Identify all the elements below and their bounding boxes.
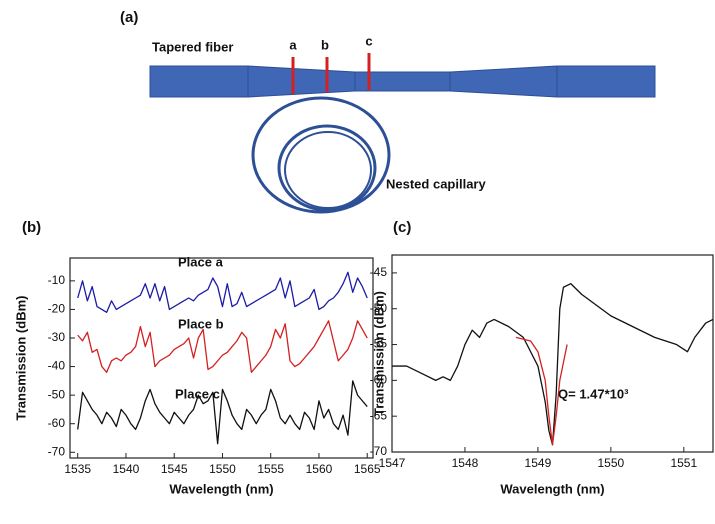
plot-frame bbox=[69, 257, 374, 459]
y-tick-label: -40 bbox=[48, 359, 66, 373]
y-tick-label: -50 bbox=[370, 301, 388, 315]
data-line bbox=[77, 380, 368, 445]
tapered-fiber bbox=[149, 65, 656, 98]
y-tick-label: -50 bbox=[48, 387, 66, 401]
capillary-label: Nested capillary bbox=[386, 176, 486, 191]
y-tick-label: -45 bbox=[370, 265, 388, 279]
y-axis-title: Transmission (dBm) bbox=[371, 291, 386, 416]
y-tick-label: -20 bbox=[48, 302, 66, 316]
y-tick-label: -65 bbox=[370, 408, 388, 422]
y-tick-label: -70 bbox=[370, 444, 388, 458]
annotation: Place c bbox=[175, 386, 220, 401]
x-tick-label: 1550 bbox=[598, 456, 625, 470]
y-tick-label: -60 bbox=[370, 373, 388, 387]
x-tick-label: 1540 bbox=[113, 462, 140, 476]
position-label: b bbox=[321, 37, 329, 52]
y-tick-label: -70 bbox=[48, 444, 66, 458]
data-line bbox=[392, 283, 714, 446]
x-tick-label: 1550 bbox=[209, 462, 236, 476]
x-tick-label: 1549 bbox=[525, 456, 552, 470]
plot-frame bbox=[391, 254, 714, 453]
x-tick-label: 1548 bbox=[452, 456, 479, 470]
data-line bbox=[77, 320, 368, 373]
annotation: Place b bbox=[178, 316, 224, 331]
position-label: a bbox=[289, 37, 297, 52]
y-tick-label: -60 bbox=[48, 416, 66, 430]
inner-capillary bbox=[277, 124, 377, 212]
y-tick-label: -55 bbox=[370, 337, 388, 351]
x-tick-label: 1551 bbox=[670, 456, 697, 470]
annotation: Q= 1.47*10³ bbox=[558, 386, 629, 401]
x-axis-title: Wavelength (nm) bbox=[169, 481, 273, 496]
fiber-label: Tapered fiber bbox=[152, 39, 233, 54]
outer-capillary bbox=[251, 96, 391, 214]
x-tick-label: 1565 bbox=[354, 462, 381, 476]
x-axis-title: Wavelength (nm) bbox=[500, 481, 604, 496]
panel-label: (c) bbox=[393, 219, 411, 236]
x-tick-label: 1560 bbox=[306, 462, 333, 476]
panel-label: (b) bbox=[22, 219, 41, 236]
data-line bbox=[515, 336, 568, 446]
x-tick-label: 1535 bbox=[64, 462, 91, 476]
x-tick-label: 1555 bbox=[257, 462, 284, 476]
inner-capillary bbox=[284, 131, 372, 209]
data-line bbox=[77, 271, 368, 313]
position-label: c bbox=[365, 33, 372, 48]
x-tick-label: 1547 bbox=[379, 456, 406, 470]
diagram: (a) Tapered fiber a b c Nested capillary bbox=[120, 9, 656, 214]
panel-label: (a) bbox=[120, 9, 138, 26]
x-tick-label: 1545 bbox=[161, 462, 188, 476]
annotation: Place a bbox=[178, 254, 224, 269]
y-tick-label: -10 bbox=[48, 273, 66, 287]
y-axis-title: Transmission (dBm) bbox=[13, 296, 28, 421]
y-tick-label: -30 bbox=[48, 330, 66, 344]
